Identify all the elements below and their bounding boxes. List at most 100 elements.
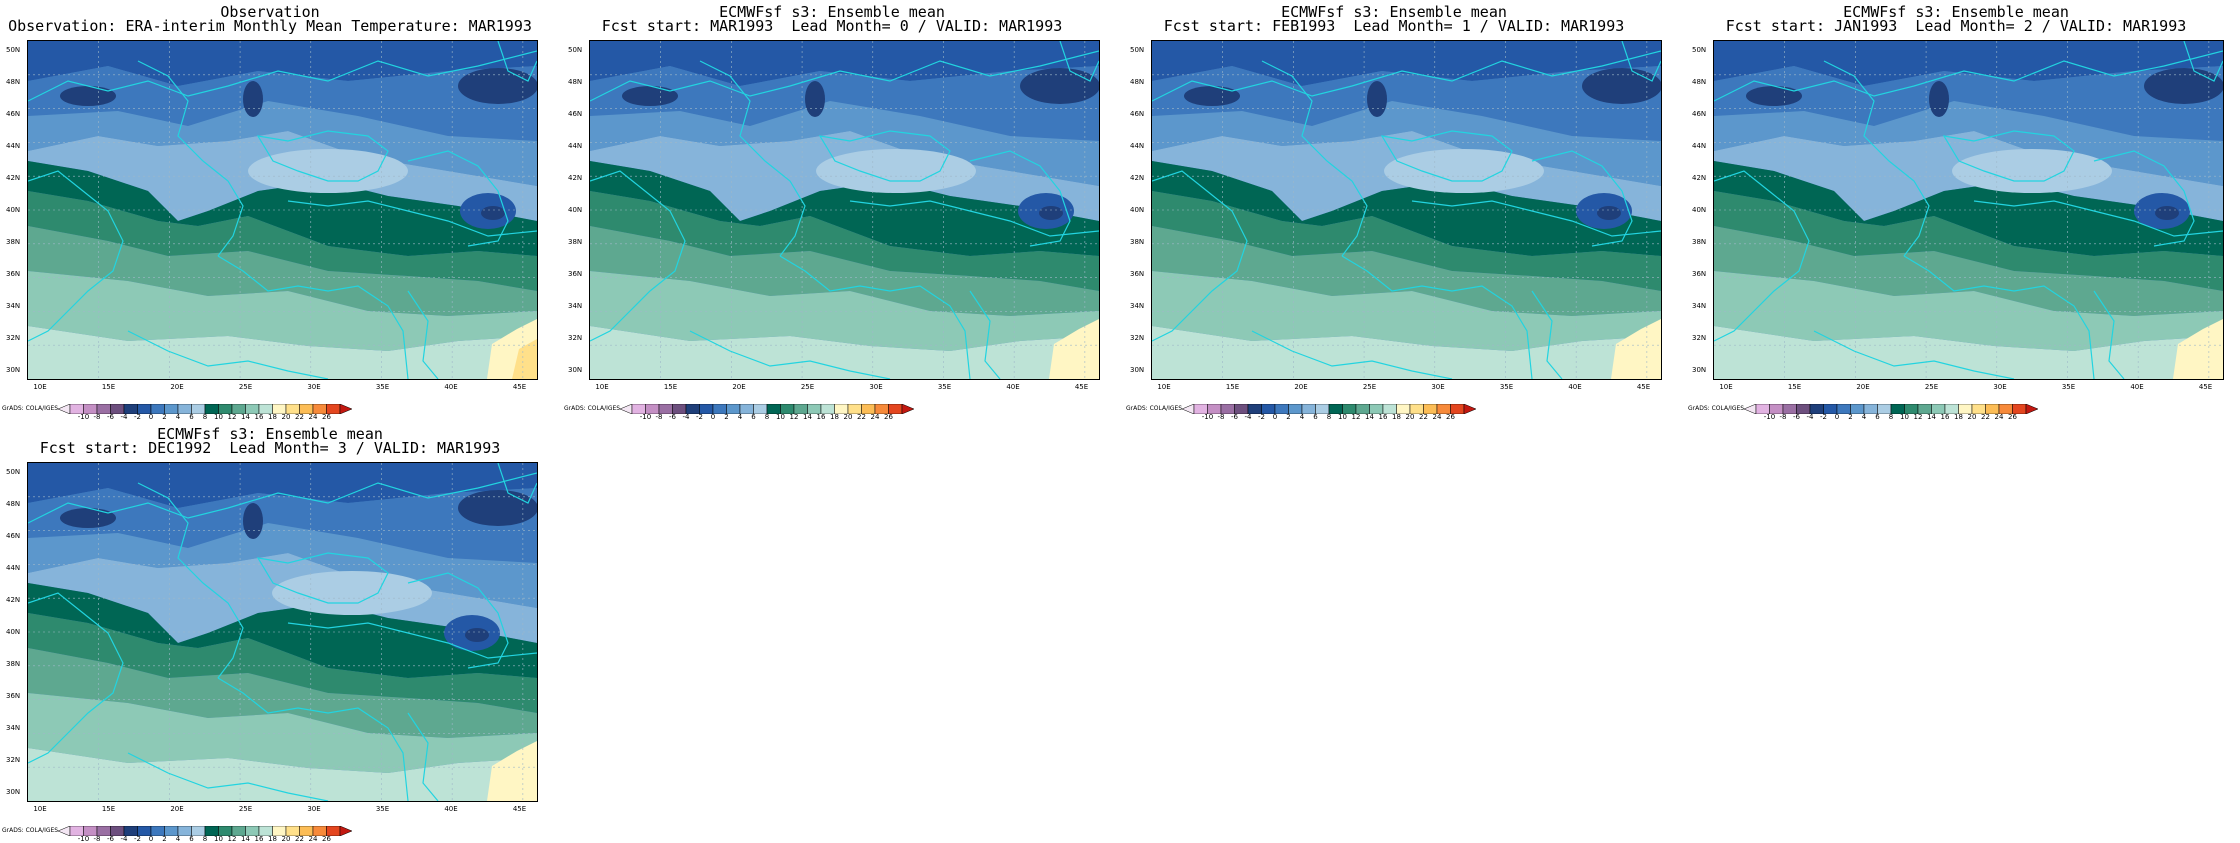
latitude-label: 48N [1692, 78, 1707, 86]
colorbar-tick-label: 24 [1432, 413, 1442, 421]
colorbar-tick-label: 4 [737, 413, 743, 421]
latitude-label: 36N [6, 270, 21, 278]
colorbar-tick-label: 8 [764, 413, 770, 421]
longitude-label: 15E [101, 805, 116, 813]
longitude-label: 40E [1006, 383, 1020, 391]
colorbar-tick-label: -4 [1244, 413, 1252, 421]
colorbar-tick-label: -8 [93, 413, 101, 421]
temperature-map [1713, 40, 2224, 380]
colorbar-tick-label: -4 [682, 413, 690, 421]
longitude-label: 10E [33, 805, 47, 813]
latitude-label: 40N [6, 628, 21, 636]
colorbar-tick-label: 0 [1834, 413, 1840, 421]
colorbar-tick-label: 6 [189, 413, 194, 421]
colorbar-tick-label: 8 [202, 413, 208, 421]
colorbar-tick-label: 10 [1900, 413, 1909, 421]
map-panel: ECMWFsf s3: Ensemble mean Fcst start: JAN… [1686, 0, 2226, 421]
latitude-label: 30N [1692, 366, 1707, 374]
latitude-label: 30N [6, 366, 21, 374]
longitude-label: 35E [1499, 383, 1514, 391]
latitude-label: 34N [6, 724, 21, 732]
grads-credit: GrADS: COLA/IGES [564, 405, 621, 412]
colorbar-tick-label: 22 [857, 413, 866, 421]
grads-credit: GrADS: COLA/IGES [1688, 405, 1745, 412]
latitude-label: 30N [1130, 366, 1145, 374]
longitude-label: 20E [1856, 383, 1870, 391]
longitude-label: 20E [170, 383, 184, 391]
latitude-label: 34N [6, 302, 21, 310]
colorbar-tick-label: 22 [1981, 413, 1990, 421]
panel-subtitle: Fcst start: MAR1993 Lead Month= 0 / VALI… [601, 17, 1063, 35]
colorbar-tick-label: 2 [724, 413, 729, 421]
longitude-label: 35E [937, 383, 952, 391]
map-panel: Observation Observation: ERA-interim Mont… [0, 0, 540, 421]
colorbar-tick-label: -6 [107, 413, 114, 421]
colorbar-tick-label: 22 [295, 835, 304, 843]
colorbar-tick-label: 20 [281, 413, 291, 421]
colorbar-tick-label: -2 [696, 413, 703, 421]
longitude-label: 35E [2061, 383, 2076, 391]
latitude-label: 42N [6, 596, 21, 604]
colorbar-tick-label: -2 [134, 413, 141, 421]
latitude-label: 46N [1130, 110, 1145, 118]
colorbar-tick-label: -10 [639, 413, 652, 421]
latitude-label: 46N [568, 110, 583, 118]
latitude-label: 40N [1130, 206, 1145, 214]
colorbar-tick-label: 24 [308, 413, 318, 421]
latitude-label: 42N [6, 174, 21, 182]
panel-title: ECMWFsf s3: Ensemble mean [157, 425, 383, 443]
panel-subtitle: Fcst start: JAN1993 Lead Month= 2 / VALI… [1725, 17, 2187, 35]
colorbar-tick-label: 12 [1913, 413, 1923, 421]
latitude-label: 32N [6, 756, 21, 764]
longitude-label: 15E [101, 383, 116, 391]
temperature-map [589, 40, 1100, 380]
longitude-label: 15E [663, 383, 678, 391]
panel-title: ECMWFsf s3: Ensemble mean [719, 3, 945, 21]
longitude-label: 10E [1157, 383, 1171, 391]
colorbar-tick-label: 2 [162, 413, 167, 421]
colorbar-tick-label: 16 [816, 413, 826, 421]
latitude-label: 36N [1692, 270, 1707, 278]
colorbar-tick-label: -10 [1763, 413, 1776, 421]
colorbar [57, 823, 379, 837]
temperature-map [27, 462, 538, 802]
colorbar-tick-label: 0 [710, 413, 716, 421]
latitude-label: 34N [568, 302, 583, 310]
colorbar [57, 401, 379, 415]
latitude-label: 36N [6, 692, 21, 700]
latitude-label: 40N [1692, 206, 1707, 214]
latitude-label: 46N [6, 532, 21, 540]
longitude-label: 10E [1719, 383, 1733, 391]
colorbar-tick-label: 8 [1326, 413, 1332, 421]
colorbar-tick-label: 14 [803, 413, 812, 421]
colorbar-tick-label: -4 [120, 413, 128, 421]
colorbar-tick-label: -6 [107, 835, 114, 843]
panel-title: ECMWFsf s3: Ensemble mean [1843, 3, 2069, 21]
longitude-label: 40E [444, 383, 458, 391]
colorbar-tick-label: -8 [93, 835, 101, 843]
colorbar-tick-label: 4 [1299, 413, 1305, 421]
colorbar-tick-label: 4 [175, 835, 181, 843]
colorbar-tick-label: 10 [1338, 413, 1347, 421]
colorbar-tick-label: 12 [227, 835, 237, 843]
latitude-label: 42N [1130, 174, 1145, 182]
temperature-map [1151, 40, 1662, 380]
longitude-label: 25E [1362, 383, 1377, 391]
colorbar-tick-label: 16 [254, 413, 264, 421]
colorbar-tick-label: 6 [1313, 413, 1318, 421]
latitude-label: 38N [568, 238, 583, 246]
longitude-label: 15E [1787, 383, 1802, 391]
colorbar-tick-label: 8 [1888, 413, 1894, 421]
latitude-label: 48N [6, 78, 21, 86]
latitude-label: 50N [568, 46, 583, 54]
colorbar-tick-label: 2 [162, 835, 167, 843]
colorbar-tick-label: -10 [77, 413, 90, 421]
colorbar-tick-label: 22 [1419, 413, 1428, 421]
colorbar-tick-label: -10 [1201, 413, 1214, 421]
latitude-label: 46N [6, 110, 21, 118]
colorbar-tick-label: -8 [1217, 413, 1225, 421]
panel-title: Observation [220, 3, 320, 21]
colorbar-tick-label: 6 [751, 413, 756, 421]
colorbar-tick-label: 14 [1365, 413, 1374, 421]
colorbar-tick-label: 20 [281, 835, 291, 843]
